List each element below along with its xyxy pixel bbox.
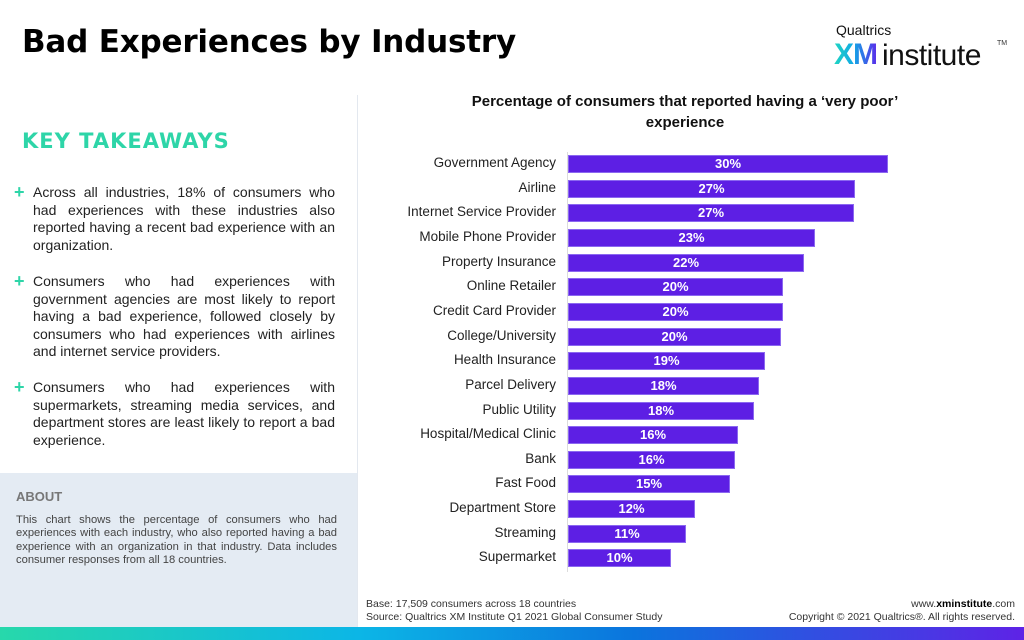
copyright-text: Copyright © 2021 Qualtrics®. All rights … [788,610,1015,623]
data-label: 15% [635,476,663,492]
bar [568,253,804,272]
category-label: Supermarket [478,549,556,565]
bar [568,179,855,198]
key-takeaways-panel: KEY TAKEAWAYS + Across all industries, 1… [0,95,358,627]
takeaway-text: Consumers who had experiences with gover… [33,273,335,360]
key-takeaways-title: KEY TAKEAWAYS [22,129,230,153]
takeaway-text: Consumers who had experiences with super… [33,379,335,448]
category-label: Mobile Phone Provider [419,228,556,244]
data-label: 27% [698,180,725,196]
plus-icon: + [14,271,25,291]
data-label: 16% [638,451,665,467]
data-label: 18% [647,402,675,418]
site-prefix: www. [911,598,937,610]
bar [568,426,738,445]
bar [568,302,783,321]
chart-title: Percentage of consumers that reported ha… [471,93,899,131]
category-label: Internet Service Provider [407,204,556,220]
category-label: Airline [518,179,556,195]
site-domain: xminstitute [936,598,993,610]
plus-icon: + [14,182,25,202]
about-text: This chart shows the percentage of consu… [16,514,337,566]
bar [568,278,783,297]
category-label: Online Retailer [466,278,556,294]
bar [568,401,754,420]
category-label: Public Utility [482,401,556,417]
data-label: 20% [662,279,689,295]
source-text: Source: Qualtrics XM Institute Q1 2021 G… [366,610,663,623]
bar [568,475,730,494]
data-label: 11% [614,525,640,541]
bar [568,549,671,568]
category-label: Department Store [449,500,556,516]
category-label: College/University [447,327,556,343]
category-label: Hospital/Medical Clinic [420,426,556,442]
bar [568,500,695,519]
category-label: Bank [525,450,556,466]
site-copyright-note: www.xminstitute.com Copyright © 2021 Qua… [789,598,1015,623]
xm-institute-logo: Qualtrics XM institute TM [834,22,1014,78]
logo-qualtrics-text: Qualtrics [836,22,892,38]
website-link[interactable]: www.xminstitute.com [789,598,1015,611]
category-label: Government Agency [433,155,556,170]
data-label: 12% [618,501,645,517]
data-label: 23% [678,229,705,245]
bar [568,228,815,247]
data-label: 20% [662,303,689,319]
logo-trademark: TM [997,40,1008,47]
data-label: 20% [661,328,688,344]
site-suffix: .com [992,598,1015,610]
bar [568,450,735,469]
category-label: Parcel Delivery [465,376,556,392]
data-label: 19% [653,353,680,369]
data-label: 18% [650,377,677,393]
plus-icon: + [14,377,25,397]
bar [568,352,765,371]
base-source-note: Base: 17,509 consumers across 18 countri… [366,598,662,623]
footer-gradient-bar [0,627,1024,640]
logo-xm-text: XM [834,38,878,71]
bar [568,376,759,395]
about-title: ABOUT [16,489,63,504]
category-label: Credit Card Provider [432,302,556,318]
bar [568,524,686,543]
data-label: 27% [697,205,725,221]
bar [568,155,888,173]
data-label: 30% [714,156,742,171]
about-panel: ABOUT This chart shows the percentage of… [0,473,357,627]
y-axis-line [567,152,568,572]
data-label: 16% [639,427,667,443]
category-label: Fast Food [495,475,556,491]
base-text: Base: 17,509 consumers across 18 countri… [366,598,577,610]
bar [568,327,781,346]
data-label: 10% [606,550,633,566]
category-label: Health Insurance [453,352,556,368]
logo-institute-text: institute [882,39,981,72]
bar [568,204,854,223]
data-label: 22% [672,254,700,270]
takeaway-text: Across all industries, 18% of consumers … [33,184,335,253]
page-title: Bad Experiences by Industry [22,24,516,60]
category-label: Streaming [494,524,556,540]
category-label: Property Insurance [441,253,556,269]
